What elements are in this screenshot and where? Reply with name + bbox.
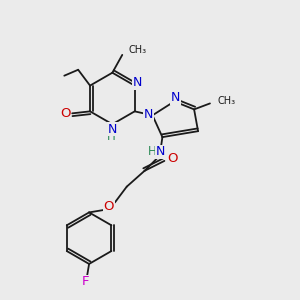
Text: N: N: [144, 108, 153, 121]
Text: CH₃: CH₃: [218, 97, 236, 106]
Text: N: N: [133, 76, 142, 89]
Text: H: H: [148, 146, 157, 158]
Text: N: N: [171, 91, 180, 104]
Text: F: F: [81, 275, 89, 288]
Text: O: O: [104, 200, 114, 213]
Text: N: N: [108, 123, 117, 136]
Text: CH₃: CH₃: [128, 45, 146, 55]
Text: N: N: [156, 146, 165, 158]
Text: O: O: [60, 107, 70, 120]
Text: O: O: [167, 152, 178, 165]
Text: H: H: [107, 130, 116, 142]
